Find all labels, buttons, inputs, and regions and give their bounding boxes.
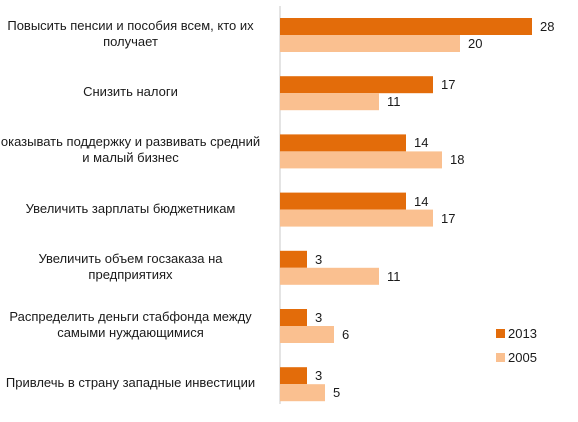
value-label-2005-1: 20 <box>468 36 483 51</box>
value-label-2005-7: 5 <box>333 385 341 401</box>
value-label-2013-1: 28 <box>540 19 555 34</box>
category-label-1: Повысить пенсии и пособия всем, кто их п… <box>7 18 254 49</box>
bar-2013-2 <box>280 76 433 94</box>
value-label-2005-6: 6 <box>342 327 350 342</box>
bar-2005-3 <box>280 151 442 169</box>
category-label-2: Снизить налоги <box>83 84 178 100</box>
bar-2013-3 <box>280 134 406 152</box>
bar-2005-2 <box>280 93 379 111</box>
legend-item-2013: 2013 <box>496 326 537 341</box>
bar-2013-6 <box>280 309 307 326</box>
value-label-2005-2: 11 <box>387 94 401 110</box>
value-label-2013-7: 3 <box>315 368 323 384</box>
category-label-3: оказывать поддержку и развивать средний … <box>0 134 261 166</box>
legend-item-2005: 2005 <box>496 350 537 365</box>
category-label-6: Распределить деньги стабфонда между самы… <box>9 309 252 340</box>
bar-2013-1 <box>280 18 532 35</box>
legend-label-2013: 2013 <box>508 326 537 341</box>
category-label-5: Увеличить объем госзаказа на предприятия… <box>38 250 223 282</box>
legend-label-2005: 2005 <box>508 350 537 365</box>
value-label-2005-3: 18 <box>450 152 465 168</box>
bar-2005-6 <box>280 326 334 343</box>
category-label-7: Привлечь в страну западные инвестиции <box>5 375 256 391</box>
value-label-2013-5: 3 <box>315 251 323 267</box>
value-label-2013-6: 3 <box>315 310 323 325</box>
bar-2005-4 <box>280 209 433 227</box>
value-label-2013-3: 14 <box>414 135 429 151</box>
legend-swatch-2013 <box>496 329 505 338</box>
bar-2005-7 <box>280 384 325 402</box>
value-label-2005-4: 17 <box>441 210 456 226</box>
category-label-4: Увеличить зарплаты бюджетникам <box>25 200 236 216</box>
value-label-2013-2: 17 <box>441 77 456 93</box>
value-label-2013-4: 14 <box>414 193 429 209</box>
bar-2013-5 <box>280 250 307 268</box>
bar-2013-4 <box>280 192 406 210</box>
bar-2005-1 <box>280 35 460 52</box>
bar-2005-5 <box>280 267 379 285</box>
legend-swatch-2005 <box>496 353 505 362</box>
value-label-2005-5: 11 <box>387 268 401 284</box>
bar-2013-7 <box>280 367 307 385</box>
